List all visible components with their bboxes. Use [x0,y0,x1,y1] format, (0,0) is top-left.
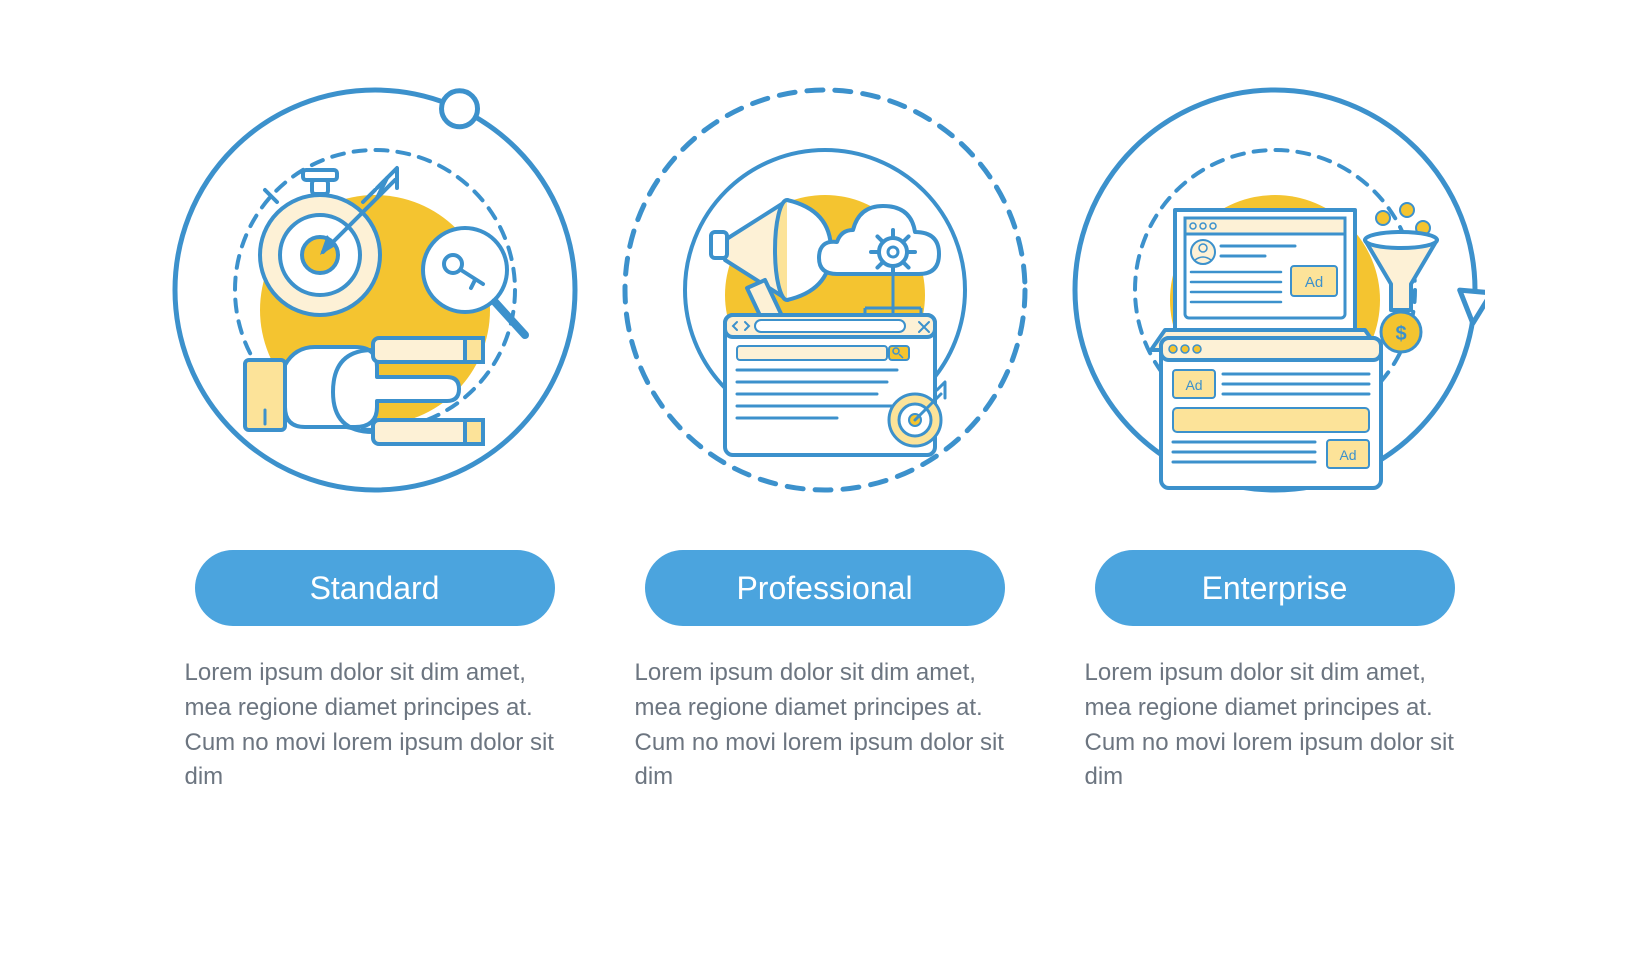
svg-text:Ad: Ad [1304,274,1322,291]
tier-standard: Standard Lorem ipsum dolor sit dim amet, … [160,80,590,795]
start-dot [441,91,477,127]
tier-standard-title-pill: Standard [195,550,555,626]
laptop-funnel-ads-icon: Ad $ Ad Ad [1151,195,1437,488]
tier-enterprise-title-pill: Enterprise [1095,550,1455,626]
tier-professional-title-pill: Professional [645,550,1005,626]
tier-standard-illustration [165,80,585,500]
end-arrow [1459,290,1484,323]
tier-enterprise-illustration: Ad $ Ad Ad [1065,80,1485,500]
svg-text:Ad: Ad [1185,377,1202,393]
tier-professional: Professional Lorem ipsum dolor sit dim am… [610,80,1040,795]
tier-standard-description: Lorem ipsum dolor sit dim amet, mea regi… [185,656,565,795]
tier-professional-description: Lorem ipsum dolor sit dim amet, mea regi… [635,656,1015,795]
svg-text:$: $ [1395,323,1406,345]
tier-enterprise: Ad $ Ad Ad Enterprise Lorem ipsum dolor sit d… [1060,80,1490,795]
megaphone-cloud-browser-icon [711,195,945,455]
target-magnifier-hand-icon [245,168,525,444]
svg-text:Ad: Ad [1339,447,1356,463]
tier-professional-illustration [615,80,1035,500]
tier-enterprise-description: Lorem ipsum dolor sit dim amet, mea regi… [1085,656,1465,795]
